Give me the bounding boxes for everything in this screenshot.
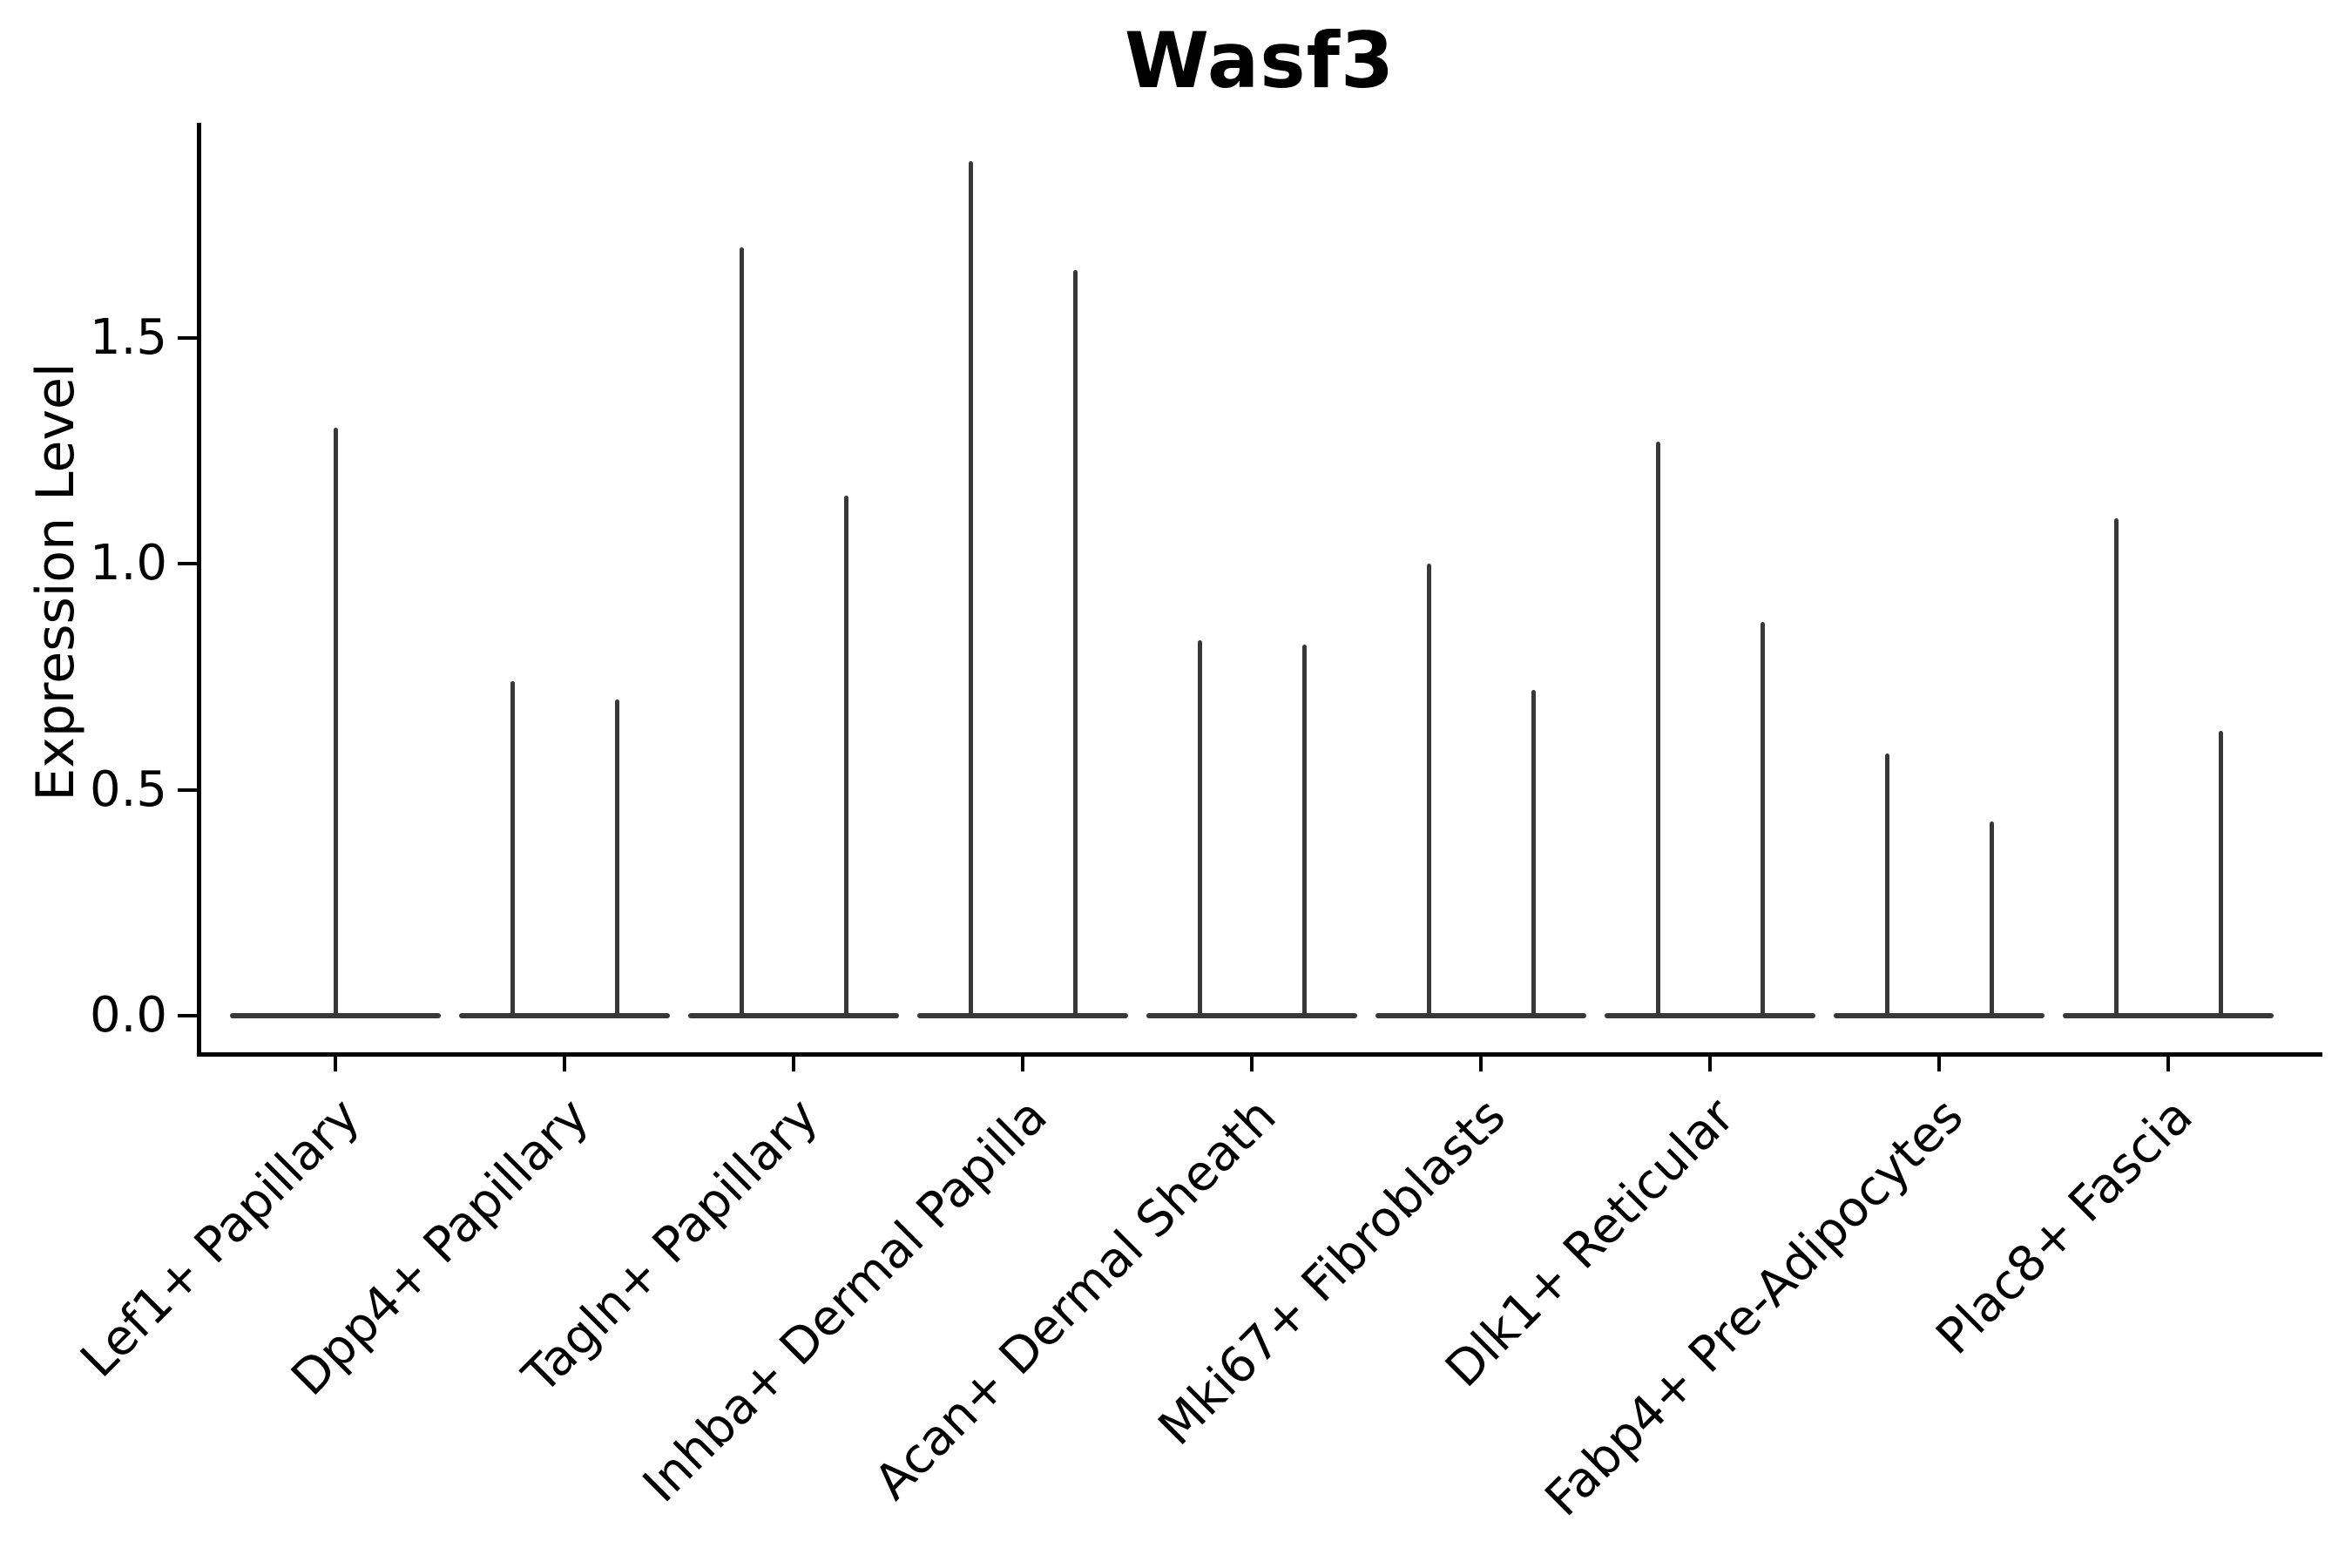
violin-spike: [1761, 622, 1765, 1016]
violin-spike: [510, 680, 515, 1016]
x-tick-mark: [1021, 1057, 1024, 1071]
violin-spike: [1531, 690, 1536, 1016]
x-tick-mark: [334, 1057, 337, 1071]
y-tick-label: 1.0: [89, 535, 167, 591]
violin-baseline: [1605, 1013, 1815, 1018]
y-tick-mark: [178, 787, 197, 792]
violin-baseline: [230, 1013, 441, 1018]
violin-baseline: [459, 1013, 670, 1018]
y-axis-spine: [197, 123, 201, 1057]
violin-baseline: [1375, 1013, 1586, 1018]
y-tick-label: 0.0: [89, 987, 167, 1044]
y-tick-label: 1.5: [89, 308, 167, 366]
violin-spike: [1073, 269, 1078, 1016]
violin-spike: [1427, 564, 1431, 1016]
violin-spike: [1885, 753, 1889, 1016]
y-tick-label: 0.5: [89, 760, 167, 818]
x-tick-mark: [563, 1057, 566, 1071]
violin-spike: [1990, 821, 1994, 1016]
x-tick-mark: [1937, 1057, 1941, 1071]
violin-baseline: [1834, 1013, 2044, 1018]
y-tick-mark: [178, 1014, 197, 1017]
x-tick-label: Acan+ Dermal Sheath: [864, 1087, 1288, 1511]
x-tick-label: Fabp4+ Pre-Adipocytes: [1535, 1087, 1975, 1528]
x-tick-mark: [792, 1057, 795, 1071]
y-tick-mark: [178, 562, 197, 565]
x-tick-mark: [1250, 1057, 1254, 1071]
violin-baseline: [1146, 1013, 1357, 1018]
violin-spike: [615, 699, 619, 1016]
x-tick-label: Inhba+ Dermal Papilla: [632, 1087, 1058, 1514]
violin-baseline: [917, 1013, 1128, 1018]
x-tick-mark: [2166, 1057, 2170, 1071]
x-axis-spine: [197, 1052, 2322, 1057]
violin-baseline: [688, 1013, 899, 1018]
x-tick-mark: [1479, 1057, 1483, 1071]
violin-spike: [2114, 518, 2119, 1016]
x-tick-mark: [1708, 1057, 1712, 1071]
violin-spike: [1198, 640, 1202, 1016]
violin-spike: [740, 247, 744, 1016]
violin-spike: [1302, 645, 1307, 1016]
y-tick-mark: [178, 335, 197, 340]
violin-baseline: [2063, 1013, 2274, 1018]
violin-spike: [844, 496, 848, 1016]
violin-spike: [2219, 731, 2223, 1016]
violin-spike: [1656, 441, 1660, 1016]
violin-spike: [969, 161, 973, 1016]
chart-title: Wasf3: [1124, 16, 1396, 105]
violin-spike: [334, 428, 338, 1016]
